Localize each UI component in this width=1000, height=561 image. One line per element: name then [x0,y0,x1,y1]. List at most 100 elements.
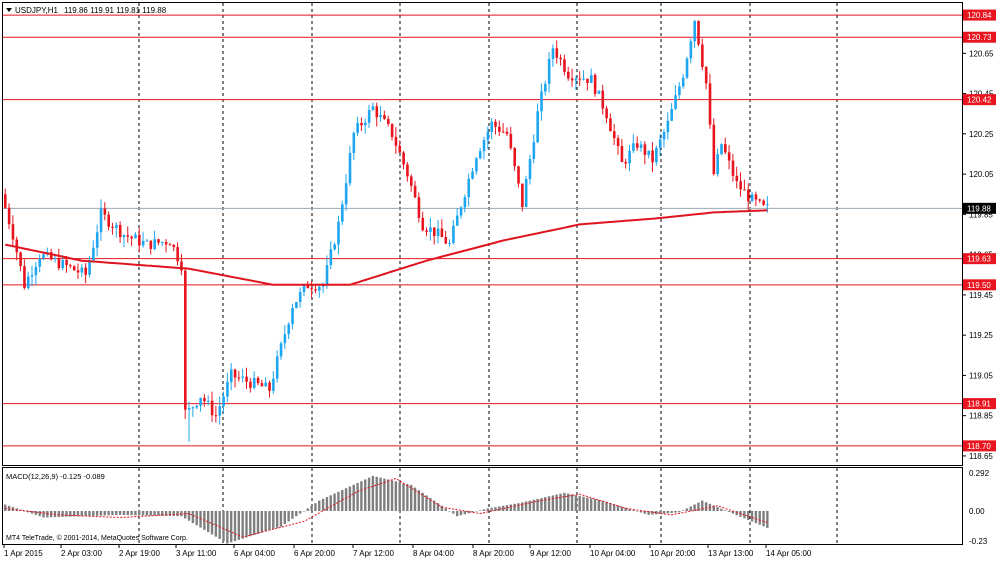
current-price-tag [963,202,996,214]
macd-bar [463,511,466,515]
candle [375,102,379,127]
ohlc-values: 119.86 119.91 119.81 119.88 [64,6,167,15]
macd-bar [758,511,761,525]
macd-bar [678,511,681,513]
macd-bar [589,498,593,511]
macd-bar [111,511,114,516]
candle [233,368,237,388]
level-tag-label: 120.73 [967,33,992,42]
candle [455,208,459,226]
candle [567,66,570,81]
time-tick-label: 2 Apr 03:00 [61,549,102,558]
candle [126,226,130,243]
macd-bar [406,484,409,511]
macd-bar [674,511,677,513]
candle [195,404,199,410]
candle [678,81,681,99]
macd-bar [747,511,750,520]
macd-bar [743,511,746,519]
candle [452,219,455,245]
macd-bar [547,496,551,511]
macd-bar [302,511,306,512]
candle [275,350,279,383]
candle [624,158,628,169]
time-tick-label: 8 Apr 20:00 [473,549,514,558]
macd-bar [387,479,390,511]
candle [38,254,42,273]
candle [486,126,490,149]
candle [360,117,363,132]
time-tick-label: 7 Apr 12:00 [353,549,394,558]
level-tag [963,31,996,43]
time-tick-label: 2 Apr 19:00 [119,549,160,558]
macd-bar [390,480,394,511]
macd-bar [237,511,241,540]
macd-bar [467,511,470,514]
macd-bar [352,484,355,511]
macd-bar [612,504,616,511]
macd-bar [88,511,91,516]
candle [379,105,382,122]
candle [421,211,425,232]
level-tag [963,279,996,291]
macd-bar [233,511,237,542]
candle [681,74,685,89]
macd-bar [716,507,719,511]
price-tick-label: 119.45 [969,291,993,300]
macd-bar [498,506,501,511]
macd-bar [184,511,187,519]
macd-bar [249,511,252,537]
level-tag [963,9,996,21]
candle [134,232,137,239]
macd-bar [658,511,662,514]
candle [563,54,566,76]
candle [7,203,11,230]
dropdown-triangle-icon[interactable] [6,8,12,12]
macd-bar [544,497,547,511]
macd-bar [329,495,332,511]
candle [467,173,471,207]
candle [651,142,654,173]
macd-bar [95,511,99,516]
candle [720,143,723,156]
macd-bar [528,500,532,511]
candle [498,120,501,137]
macd-bar [157,511,160,516]
candle [279,341,283,360]
main-chart-frame [2,2,963,466]
macd-bar [130,511,133,516]
macd-bar [559,493,562,511]
time-tick-label: 10 Apr 20:00 [650,549,696,558]
macd-tick-label: -0.23 [969,537,988,546]
candle [605,105,608,124]
candle [582,70,585,81]
candle [658,133,662,157]
candle [704,66,708,90]
macd-bar [689,506,692,511]
candle [4,188,7,209]
macd-bar [486,508,489,511]
vertical-grid [138,3,838,544]
candle [92,240,95,262]
macd-bar [103,511,106,516]
macd-tick-label: 0.00 [969,507,985,516]
macd-bar [126,511,129,516]
time-axis: 1 Apr 2015 2 Apr 03:00 2 Apr 19:00 3 Apr 11… [3,545,812,558]
candle [291,303,294,330]
candle [88,255,91,278]
macd-bar [57,511,61,517]
candle [444,230,448,245]
level-tag [963,94,996,106]
candle [578,71,582,86]
macd-panel-frame [2,467,963,545]
candle [743,179,746,191]
macd-bar [647,511,650,515]
candle [693,19,696,49]
macd-bar [310,505,313,511]
candle [536,103,539,144]
macd-bar [494,507,497,511]
macd-bar [712,505,715,511]
macd-bar [754,511,758,524]
candle [758,198,762,203]
